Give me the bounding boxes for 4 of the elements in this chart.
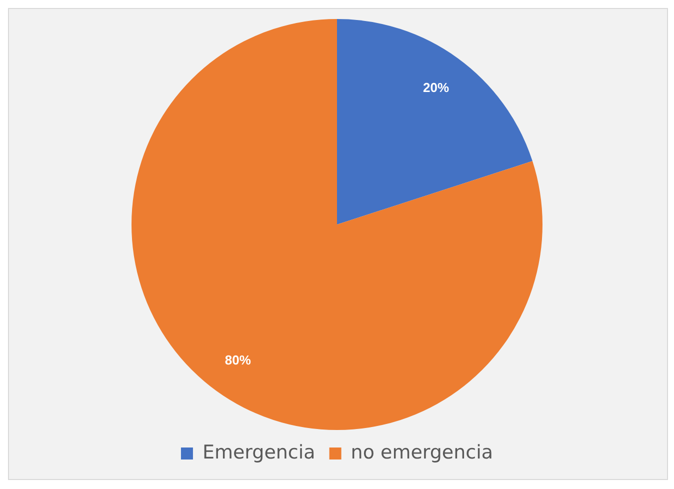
- legend-label: no emergencia: [350, 441, 494, 464]
- data-label: 80%: [224, 352, 252, 368]
- legend-label: Emergencia: [202, 441, 316, 464]
- data-label: 20%: [423, 80, 450, 95]
